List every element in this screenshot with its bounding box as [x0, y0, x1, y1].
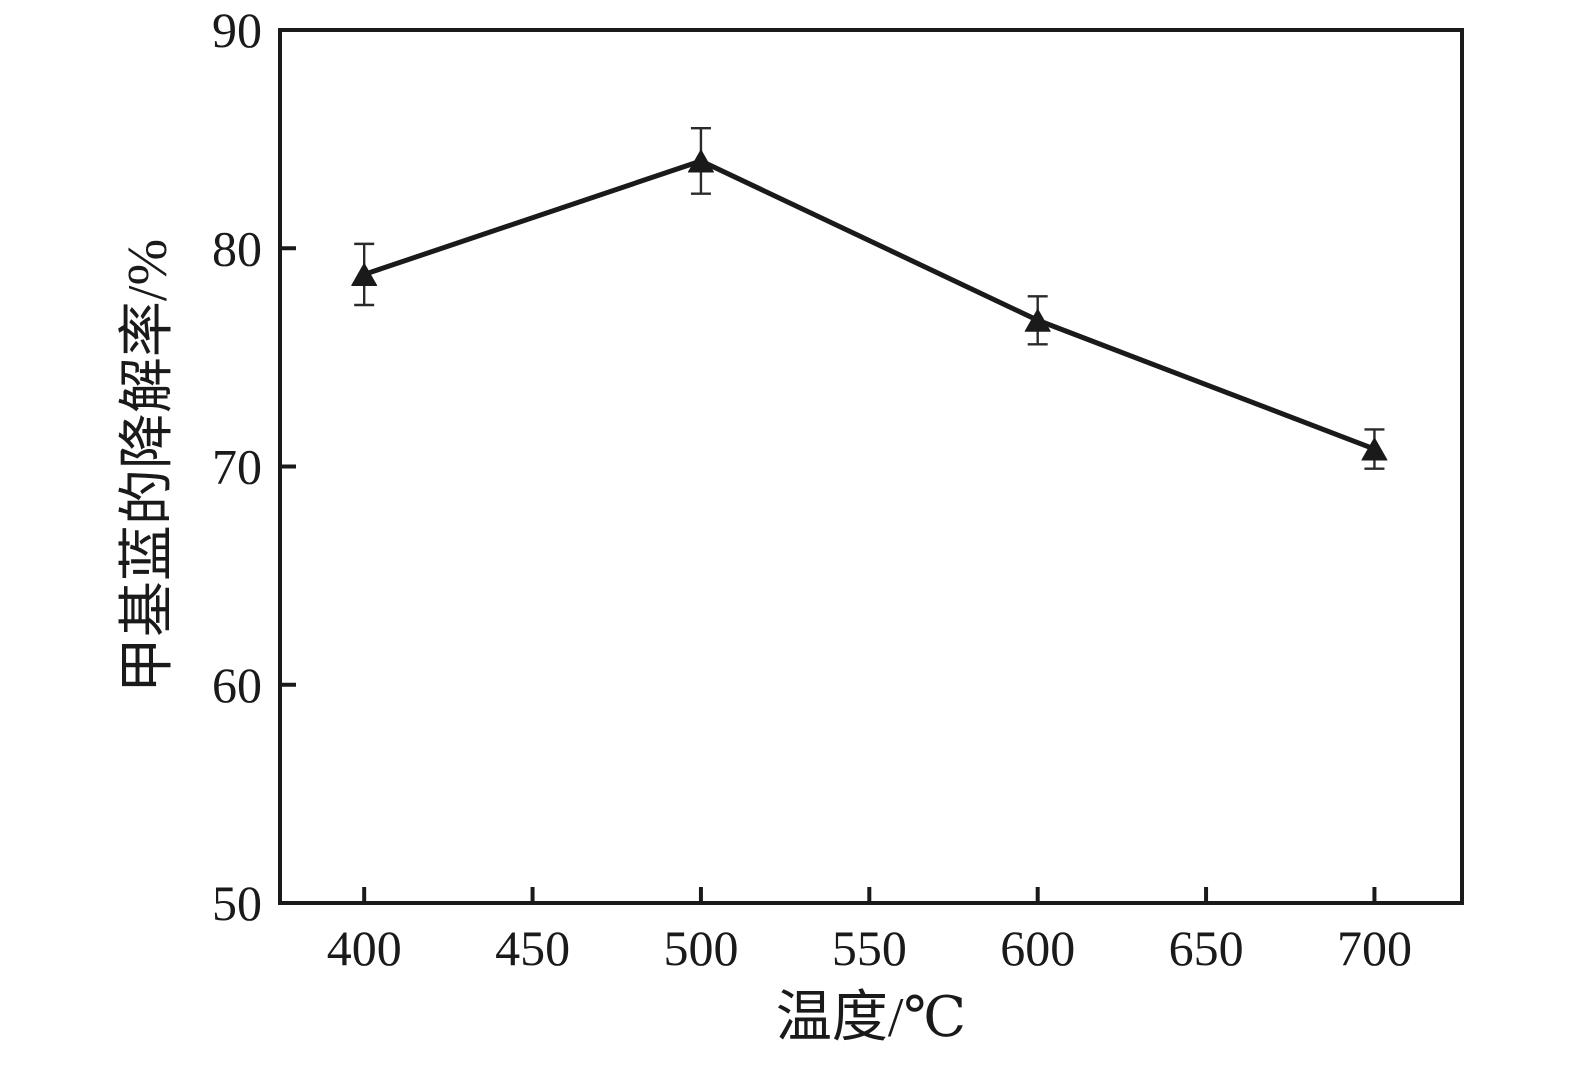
- x-axis-title: 温度/℃: [775, 987, 967, 1049]
- data-point-marker: [687, 149, 714, 173]
- y-tick-label: 50: [212, 875, 262, 931]
- y-axis-title: 甲基蓝的降解率/%: [117, 238, 179, 694]
- y-tick-label: 80: [212, 220, 262, 276]
- y-tick-label: 90: [212, 2, 262, 58]
- y-tick-label: 60: [212, 657, 262, 713]
- data-point-marker: [351, 262, 378, 286]
- data-point-marker: [1361, 437, 1388, 461]
- x-tick-label: 600: [1000, 920, 1075, 976]
- plot-frame: [278, 28, 1464, 905]
- data-point-marker: [1024, 308, 1051, 332]
- y-tick-label: 70: [212, 439, 262, 495]
- x-tick-label: 500: [663, 920, 738, 976]
- x-tick-label: 450: [495, 920, 570, 976]
- x-tick-label: 550: [832, 920, 907, 976]
- x-tick-label: 700: [1337, 920, 1412, 976]
- data-line: [363, 158, 1376, 452]
- x-tick-label: 650: [1169, 920, 1244, 976]
- x-tick-label: 400: [327, 920, 402, 976]
